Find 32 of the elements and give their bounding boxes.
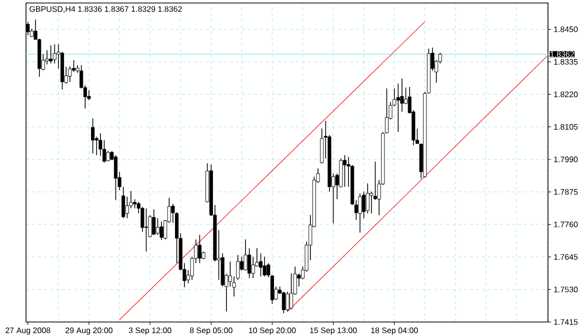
candlestick (236, 254, 240, 280)
candlestick (140, 206, 144, 232)
x-tick-label: 10 Sep 20:00 (249, 328, 296, 335)
x-tick-label: 8 Sep 05:00 (190, 328, 232, 335)
chart-title: GBPUSD,H4 1.8336 1.8367 1.8329 1.8362 (30, 6, 182, 13)
ref-line-label: 1.8362 (550, 51, 574, 58)
candlestick (396, 83, 400, 132)
y-tick-label: 1.7875 (554, 189, 578, 195)
x-tick-label: 27 Aug 2008 (6, 328, 50, 335)
candlestick (366, 183, 370, 214)
candlestick (160, 221, 164, 240)
candlestick (144, 208, 148, 252)
x-tick-label: 3 Sep 12:00 (128, 328, 172, 335)
y-tick-label: 1.8450 (554, 26, 578, 32)
candlestick (152, 209, 156, 235)
candlestick (358, 192, 362, 234)
y-tick-label: 1.8220 (554, 92, 578, 98)
y-tick-label: 1.7530 (554, 286, 578, 292)
y-tick-label: 1.7415 (554, 319, 578, 325)
x-tick-label: 15 Sep 13:00 (310, 328, 357, 335)
y-tick-label: 1.7645 (554, 254, 578, 260)
y-tick-label: 1.7990 (554, 156, 578, 162)
candlestick (286, 291, 290, 312)
x-tick-label: 18 Sep 04:00 (371, 328, 418, 335)
y-tick-label: 1.8105 (554, 124, 578, 130)
x-tick-label: 29 Aug 20:00 (66, 328, 112, 335)
candlestick (328, 134, 332, 192)
y-tick-label: 1.7760 (554, 222, 578, 228)
candlestick (251, 256, 255, 279)
candlestick (91, 118, 95, 154)
candlestick (68, 66, 72, 82)
y-tick-label: 1.8335 (554, 58, 578, 65)
